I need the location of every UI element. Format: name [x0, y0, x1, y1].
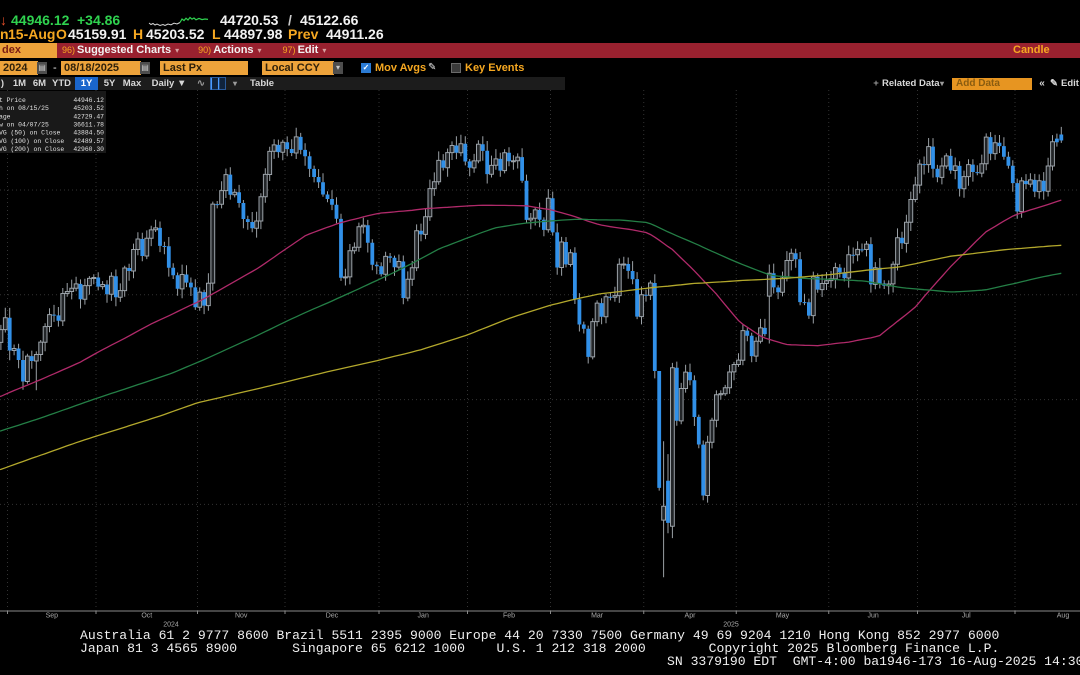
svg-text:Oct: Oct — [141, 613, 152, 620]
svg-text:Jan: Jan — [418, 613, 429, 620]
svg-text:Nov: Nov — [235, 613, 248, 620]
svg-text:Apr: Apr — [685, 613, 697, 620]
svg-text:42960.30: 42960.30 — [73, 146, 104, 153]
svg-text:2025: 2025 — [723, 622, 739, 629]
svg-text:Feb: Feb — [503, 613, 515, 620]
svg-text:Jun: Jun — [867, 613, 878, 620]
svg-text:Dec: Dec — [326, 613, 339, 620]
svg-text:VG (200) on Close: VG (200) on Close — [0, 146, 64, 153]
svg-text:Jul: Jul — [962, 613, 971, 620]
svg-text:42489.57: 42489.57 — [73, 138, 104, 145]
svg-text:43884.50: 43884.50 — [73, 130, 104, 137]
svg-text:Mar: Mar — [591, 613, 604, 620]
svg-text:2024: 2024 — [163, 622, 179, 629]
svg-text:age: age — [0, 113, 11, 120]
svg-text:h on 08/15/25: h on 08/15/25 — [0, 105, 49, 112]
svg-text:w on 04/07/25: w on 04/07/25 — [0, 122, 49, 129]
svg-text:Sep: Sep — [46, 613, 59, 620]
svg-text:36611.78: 36611.78 — [73, 122, 104, 129]
svg-text:VG (100) on Close: VG (100) on Close — [0, 138, 64, 145]
svg-text:VG (50) on Close: VG (50) on Close — [0, 130, 61, 137]
svg-text:May: May — [776, 613, 790, 620]
svg-text:45203.52: 45203.52 — [73, 105, 104, 112]
svg-text:42729.47: 42729.47 — [73, 113, 104, 120]
svg-text:Aug: Aug — [1057, 613, 1070, 620]
svg-text:44946.12: 44946.12 — [73, 97, 104, 104]
svg-text:t Price: t Price — [0, 97, 26, 104]
